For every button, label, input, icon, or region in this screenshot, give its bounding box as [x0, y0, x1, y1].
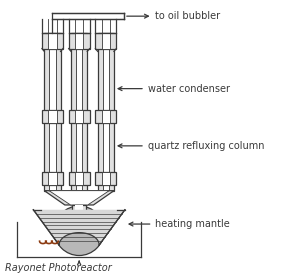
Text: heating mantle: heating mantle: [156, 219, 230, 229]
Polygon shape: [95, 33, 116, 49]
Polygon shape: [102, 33, 110, 49]
Polygon shape: [42, 110, 63, 123]
Polygon shape: [69, 172, 90, 185]
Polygon shape: [44, 191, 114, 205]
Polygon shape: [52, 13, 124, 19]
Text: Rayonet Photoreactor: Rayonet Photoreactor: [5, 263, 111, 273]
Polygon shape: [42, 33, 63, 49]
Polygon shape: [69, 33, 90, 49]
Polygon shape: [49, 33, 56, 191]
Polygon shape: [102, 172, 110, 185]
Polygon shape: [76, 33, 82, 191]
Text: quartz refluxing column: quartz refluxing column: [148, 141, 264, 151]
Polygon shape: [95, 172, 116, 185]
Polygon shape: [42, 172, 63, 185]
Polygon shape: [102, 110, 110, 123]
Polygon shape: [49, 191, 109, 205]
Polygon shape: [75, 110, 84, 123]
Polygon shape: [75, 172, 84, 185]
Polygon shape: [71, 33, 87, 191]
Polygon shape: [103, 33, 109, 191]
Polygon shape: [44, 33, 60, 191]
Polygon shape: [33, 210, 125, 245]
Circle shape: [54, 206, 104, 255]
Polygon shape: [48, 110, 57, 123]
Polygon shape: [75, 205, 83, 214]
Polygon shape: [98, 33, 114, 191]
Polygon shape: [48, 172, 57, 185]
Polygon shape: [95, 110, 116, 123]
Polygon shape: [73, 205, 86, 214]
Text: water condenser: water condenser: [148, 84, 230, 94]
Polygon shape: [48, 33, 57, 49]
Polygon shape: [69, 110, 90, 123]
Polygon shape: [75, 33, 84, 49]
Text: to oil bubbler: to oil bubbler: [156, 11, 221, 21]
